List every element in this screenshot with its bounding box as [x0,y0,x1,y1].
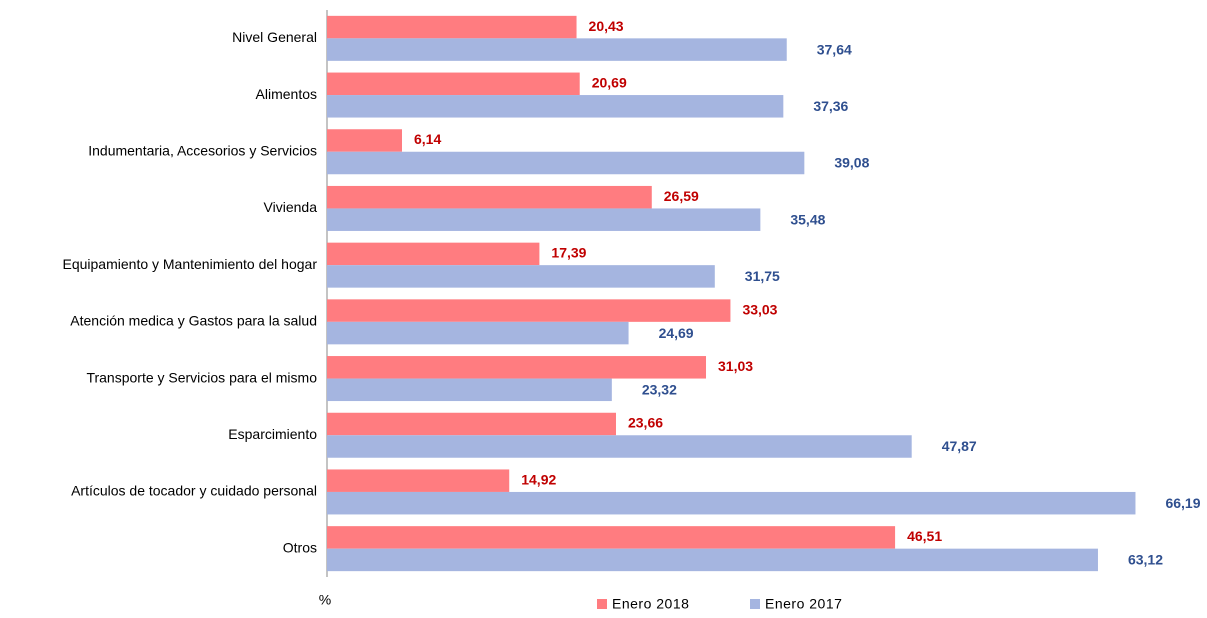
value-label: 6,14 [414,131,441,147]
legend-label: Enero 2017 [765,596,842,612]
value-label: 20,69 [592,75,627,91]
x-axis-label: % [319,592,331,608]
bar [327,265,715,288]
value-label: 37,36 [813,98,848,114]
bar [327,526,896,549]
value-label: 63,12 [1128,552,1163,568]
value-label: 47,87 [942,438,977,454]
value-label: 31,75 [745,268,780,284]
bar [327,151,805,175]
bar [327,242,540,266]
value-label: 37,64 [817,41,852,57]
bar [327,491,1136,515]
legend-swatch [750,599,760,609]
bar [327,185,652,209]
value-label: 20,43 [589,18,624,34]
legend-swatch [597,599,607,609]
bar [327,469,510,492]
legend-label: Enero 2018 [612,596,689,612]
bar [327,38,787,61]
value-label: 24,69 [659,325,694,341]
value-label: 35,48 [790,211,825,227]
bar [327,15,577,39]
bar [327,208,761,231]
value-label: 23,66 [628,415,663,431]
value-label: 33,03 [742,301,777,317]
y-tick-label: Equipamiento y Mantenimiento del hogar [63,256,318,272]
bar [327,548,1098,572]
value-label: 31,03 [718,358,753,374]
y-tick-label: Alimentos [256,86,317,102]
bar [327,129,402,152]
y-tick-label: Artículos de tocador y cuidado personal [71,483,317,499]
value-label: 17,39 [551,245,586,261]
y-tick-label: Indumentaria, Accesorios y Servicios [88,142,317,158]
bar [327,95,784,118]
bar [327,299,731,322]
y-tick-label: Otros [283,539,317,555]
value-label: 14,92 [521,471,556,487]
value-label: 23,32 [642,382,677,398]
bar [327,321,629,345]
value-label: 46,51 [907,528,942,544]
y-tick-label: Esparcimiento [228,426,317,442]
bar [327,412,616,436]
y-tick-label: Vivienda [264,199,318,215]
value-label: 26,59 [664,188,699,204]
bar [327,356,707,379]
y-tick-label: Atención medica y Gastos para la salud [70,313,317,329]
bar [327,72,580,96]
bar [327,378,612,402]
value-label: 66,19 [1165,495,1200,511]
bar [327,435,912,458]
y-tick-label: Transporte y Servicios para el mismo [86,369,317,385]
y-tick-label: Nivel General [232,29,317,45]
value-label: 39,08 [834,155,869,171]
